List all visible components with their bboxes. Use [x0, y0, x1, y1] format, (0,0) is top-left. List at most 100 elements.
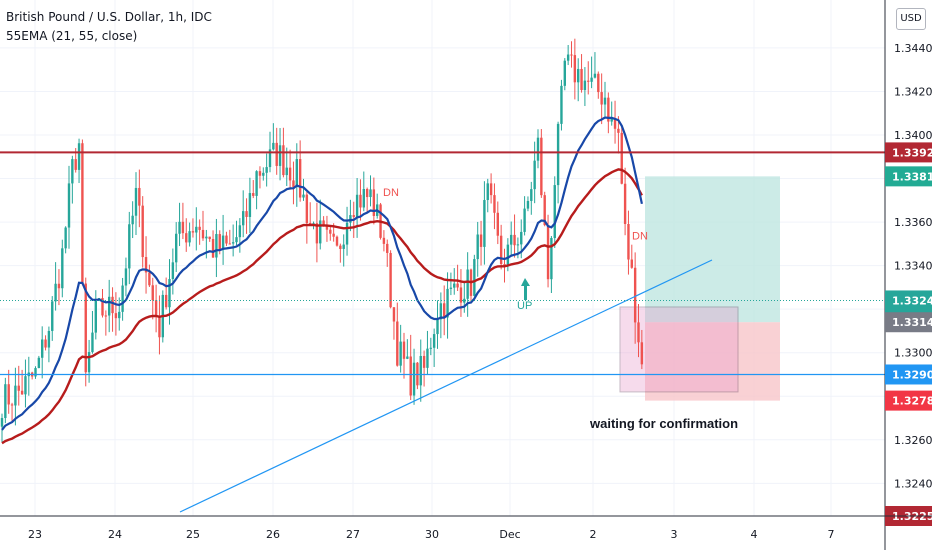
candle	[503, 264, 506, 266]
candle	[489, 183, 493, 196]
candle	[550, 238, 553, 280]
y-tick-label: 1.3420	[894, 85, 932, 98]
candle	[164, 294, 168, 308]
x-tick-label: 2	[590, 528, 597, 541]
candle	[365, 189, 369, 198]
price-tag-label: 1.3278	[892, 395, 932, 408]
x-tick-label: 25	[186, 528, 200, 541]
annotation-label: DN	[632, 230, 648, 242]
candle	[627, 224, 630, 260]
x-tick-label: 4	[751, 528, 758, 541]
candle	[111, 296, 114, 314]
candle	[151, 285, 154, 301]
candle	[225, 235, 228, 244]
y-tick-label: 1.3300	[894, 347, 932, 360]
candle	[566, 54, 570, 61]
candle	[580, 68, 583, 90]
candle	[422, 355, 426, 368]
candle	[577, 68, 580, 83]
candle	[134, 187, 138, 216]
y-tick-label: 1.3440	[894, 42, 932, 55]
candle	[486, 183, 489, 201]
trend-line	[179, 259, 713, 513]
candle	[191, 231, 195, 233]
candle	[355, 194, 359, 217]
candle	[325, 226, 329, 230]
x-tick-label: 30	[425, 528, 439, 541]
indicator-label[interactable]: 55EMA (21, 55, close)	[6, 29, 138, 43]
candle	[77, 143, 81, 170]
candle	[94, 299, 97, 333]
candle	[168, 279, 171, 308]
candle	[483, 200, 486, 247]
price-tag	[885, 142, 932, 163]
candle	[406, 356, 409, 359]
candle	[57, 283, 61, 289]
candle	[335, 236, 339, 246]
candle	[345, 222, 349, 245]
candle	[409, 356, 412, 396]
candle	[530, 189, 533, 201]
candle	[154, 300, 158, 317]
currency-button[interactable]: USD	[896, 8, 926, 30]
candle	[114, 313, 118, 319]
candle	[175, 233, 178, 263]
candle	[255, 171, 258, 196]
candle	[158, 316, 161, 338]
candle	[520, 231, 523, 245]
candle	[10, 404, 14, 406]
candle	[372, 189, 376, 216]
candle	[443, 303, 446, 318]
candle	[332, 233, 335, 237]
price-tag	[885, 364, 932, 385]
candle	[185, 233, 188, 243]
candle	[476, 234, 479, 260]
candle	[302, 194, 305, 198]
candle	[446, 288, 449, 318]
candle	[54, 283, 57, 302]
candle	[533, 160, 536, 190]
candle	[499, 235, 503, 265]
price-tag	[885, 290, 932, 311]
candle	[620, 132, 623, 184]
price-tag-label: 1.3290	[892, 368, 932, 381]
candle	[412, 362, 416, 396]
candle	[342, 244, 345, 249]
candle	[41, 339, 44, 358]
candle	[352, 215, 355, 217]
candle	[312, 223, 315, 225]
symbol-title[interactable]: British Pound / U.S. Dollar, 1h, IDC	[6, 10, 212, 24]
candle	[47, 330, 51, 348]
candle	[228, 243, 231, 245]
candle	[493, 195, 496, 213]
candle	[211, 239, 215, 258]
candle	[513, 234, 516, 246]
candle	[560, 85, 563, 124]
candle	[399, 341, 402, 366]
candle	[262, 172, 265, 176]
candle	[389, 252, 392, 308]
y-tick-label: 1.3340	[894, 260, 932, 273]
candle	[640, 342, 644, 365]
candle	[623, 183, 627, 225]
x-tick-label: 7	[828, 528, 835, 541]
candle	[593, 73, 597, 78]
candle	[573, 55, 577, 83]
candle	[553, 185, 556, 239]
candle	[322, 220, 325, 227]
candle	[231, 242, 235, 244]
price-tag	[885, 390, 932, 411]
target-zone	[645, 176, 780, 323]
candle	[392, 307, 396, 322]
candle	[221, 235, 225, 250]
candle	[382, 237, 386, 244]
candle	[272, 142, 275, 150]
candle	[298, 159, 302, 198]
candle	[315, 223, 319, 244]
candle	[292, 180, 295, 188]
candle	[526, 200, 530, 209]
candle	[479, 234, 483, 247]
candle	[613, 118, 617, 129]
candle	[419, 355, 422, 386]
